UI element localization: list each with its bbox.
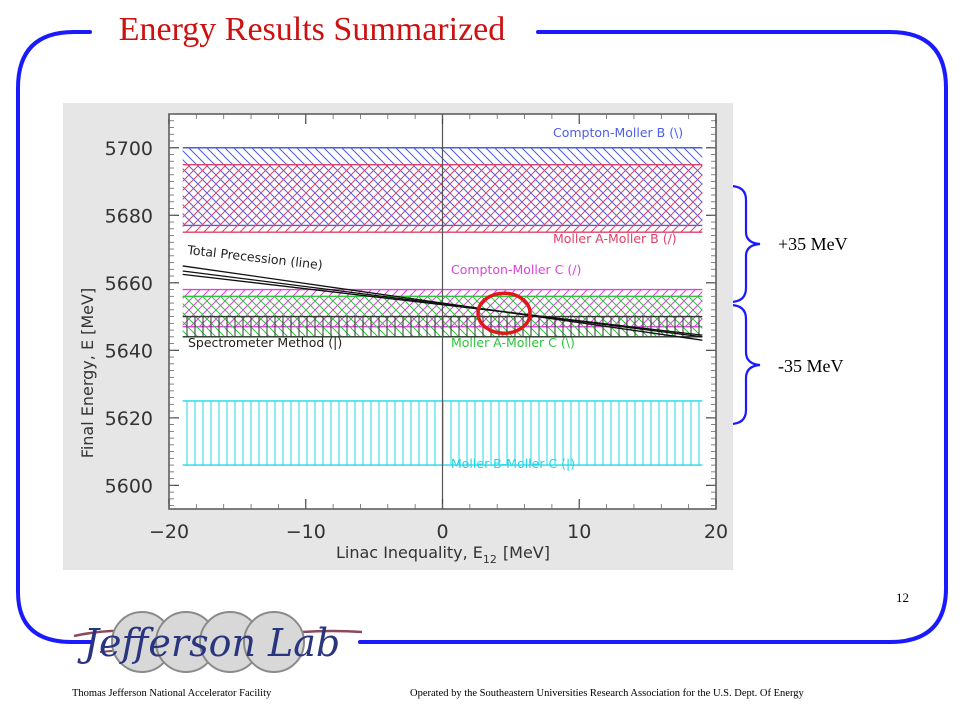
x-axis-label-sub: 12	[483, 553, 497, 566]
band-label-3: Moller A-Moller C (\)	[451, 335, 575, 350]
logo-swoosh-right	[301, 629, 363, 634]
precession-line-0	[182, 265, 703, 341]
band-label-0: Compton-Moller B (\)	[553, 125, 683, 140]
band-label-5: Moller B-Moller C (|)	[451, 456, 575, 471]
x-axis-label: Linac Inequality, E12 [MeV]	[336, 543, 550, 566]
y-tick-label-3: 5660	[105, 273, 153, 295]
y-axis-label: Final Energy, E [MeV]	[78, 288, 97, 458]
band-label-4: Spectrometer Method (|)	[188, 335, 342, 350]
x-tick-label-3: 10	[567, 521, 591, 543]
brace-label-upper: +35 MeV	[778, 234, 848, 254]
energy-chart: 5600 5620 5640 5660 5680 5700 −20 −10 0 10 20 Comp…	[63, 103, 733, 570]
x-tick-label-0: −20	[149, 521, 189, 543]
x-tick-label-2: 0	[436, 521, 448, 543]
precession-line-1	[182, 270, 703, 338]
y-tick-label-4: 5680	[105, 205, 153, 227]
x-tick-label-1: −10	[286, 521, 326, 543]
y-tick-label-0: 5600	[105, 475, 153, 497]
frame-border	[16, 30, 948, 644]
y-tick-label-5: 5700	[105, 138, 153, 160]
slide-number: 12	[896, 590, 909, 605]
x-tick-label-4: 20	[704, 521, 728, 543]
footer-left: Thomas Jefferson National Accelerator Fa…	[72, 688, 272, 699]
jefferson-lab-logo: Jefferson Lab	[73, 611, 363, 673]
slide-title: Energy Results Summarized	[96, 8, 528, 52]
x-axis-label-unit: [MeV]	[503, 543, 550, 562]
precession-line-2	[182, 273, 703, 336]
band-label-2: Compton-Moller C (/)	[451, 262, 581, 277]
brace-lower	[729, 303, 761, 426]
footer-right: Operated by the Southeastern Universitie…	[410, 688, 804, 699]
y-tick-label-2: 5640	[105, 340, 153, 362]
brace-upper	[729, 184, 761, 304]
band-label-1: Moller A-Moller B (/)	[553, 231, 677, 246]
logo-text: Jefferson Lab	[77, 621, 340, 665]
y-tick-label-1: 5620	[105, 408, 153, 430]
x-axis-label-main: Linac Inequality, E	[336, 543, 483, 562]
brace-label-lower: -35 MeV	[778, 356, 844, 376]
logo-circles	[111, 611, 305, 673]
highlight-circle	[476, 291, 532, 335]
